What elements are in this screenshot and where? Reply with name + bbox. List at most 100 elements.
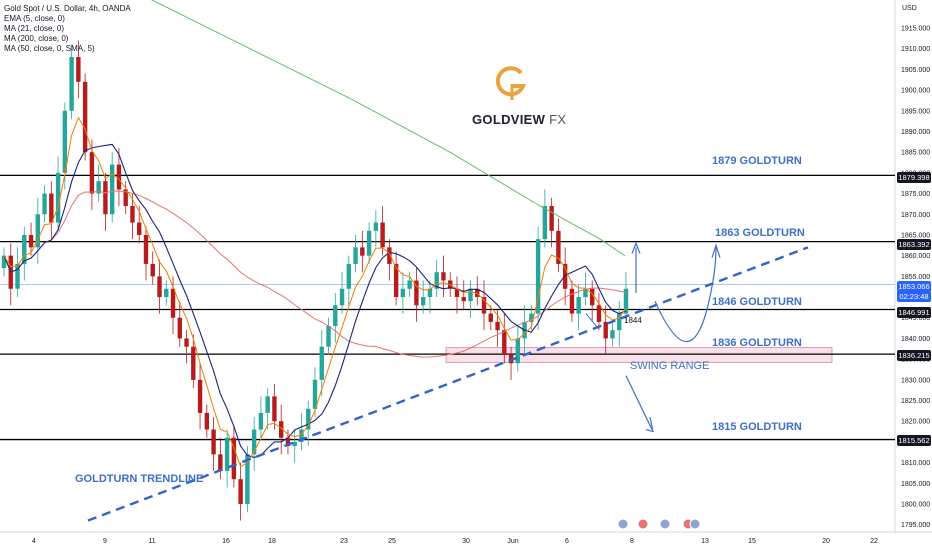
candle-body [15, 263, 20, 289]
calendar-event-icon [637, 518, 649, 530]
candle-body [143, 234, 149, 264]
candle-body [292, 441, 297, 447]
calendar-event-icon [689, 518, 701, 530]
x-tick-label: 22 [870, 538, 878, 545]
candle-body [502, 330, 507, 355]
candle-body [55, 172, 61, 223]
y-tick-label: 1830.000 [901, 377, 930, 384]
candle-body [488, 313, 493, 322]
candle-body [576, 297, 581, 314]
calendar-event-icon [659, 518, 671, 530]
candle-body [109, 164, 115, 215]
ema5-line [3, 116, 627, 468]
price-tag-timer: 02:23:48 [897, 291, 931, 302]
candle-body [617, 313, 622, 331]
candle-body [204, 412, 210, 430]
candle-body [319, 346, 324, 380]
candle-body [197, 379, 203, 413]
x-tick-label: 6 [565, 538, 569, 545]
candle-body [251, 429, 257, 455]
candle-body [569, 288, 575, 314]
x-tick-label: Jun [507, 538, 518, 545]
y-tick-label: 1845.000 [901, 315, 930, 322]
annotation-1815: 1815 GOLDTURN [712, 421, 802, 433]
candle-body [123, 189, 128, 206]
candle-body [434, 272, 439, 289]
chart-legend: Gold Spot / U.S. Dollar, 4h, OANDA EMA (… [4, 4, 131, 54]
goldturn-trendline [87, 246, 809, 522]
candle-body [556, 230, 561, 264]
candle-body [177, 317, 182, 339]
legend-ema5: EMA (5, close, 0) [4, 14, 65, 23]
x-tick-label: 9 [103, 538, 107, 545]
brand-logo: GOLDVIEW FX [472, 112, 566, 127]
swing-projection-arrowhead [711, 243, 721, 258]
candle-body [353, 247, 358, 264]
candle-body [69, 56, 74, 111]
candle-body [164, 288, 169, 298]
candle-body [137, 222, 142, 235]
price-tag-1863: 1863.392 [897, 239, 931, 250]
candle-body [346, 263, 352, 289]
annotation-1836: 1836 GOLDTURN [712, 337, 802, 349]
candle-body [360, 247, 365, 256]
y-tick-label: 1865.000 [901, 232, 930, 239]
y-tick-label: 1820.000 [901, 419, 930, 426]
legend-ma50: MA (50, close, 0, SMA, 5) [4, 44, 95, 53]
candle-body [373, 222, 379, 231]
candle-body [22, 234, 27, 264]
candle-body [116, 164, 122, 190]
candle-body [461, 297, 466, 302]
x-tick-label: 15 [748, 538, 756, 545]
y-tick-label: 1860.000 [901, 253, 930, 260]
candle-body [407, 280, 412, 289]
candle-body [157, 276, 162, 298]
candle-body [245, 454, 250, 504]
candle-body [258, 412, 264, 430]
x-tick-label: 20 [822, 538, 830, 545]
candle-body [312, 379, 318, 409]
candle-body [387, 247, 392, 264]
candle-body [400, 288, 406, 298]
y-tick-label: 1875.000 [901, 191, 930, 198]
candle-body [481, 297, 487, 314]
candle-body [414, 280, 419, 306]
brand-name: GOLDVIEW [472, 112, 546, 127]
candle-body [238, 479, 243, 504]
price-tag-1815: 1815.562 [897, 435, 931, 446]
y-tick-label: 1900.000 [901, 88, 930, 95]
y-tick-label: 1905.000 [901, 67, 930, 74]
x-tick-label: 13 [701, 538, 709, 545]
candle-body [610, 330, 615, 339]
price-tag-1879: 1879.398 [897, 172, 931, 183]
candle-body [42, 193, 47, 215]
candle-body [623, 288, 629, 314]
candle-body [535, 239, 541, 314]
candle-body [130, 205, 135, 223]
candle-body [82, 81, 88, 153]
candle-body [218, 454, 223, 471]
y-tick-label: 1895.000 [901, 108, 930, 115]
y-tick-label: 1840.000 [901, 336, 930, 343]
annotation-swing-range: SWING RANGE [630, 360, 710, 372]
candle-body [278, 421, 284, 438]
candle-body [427, 288, 433, 298]
swing-projection-curve [654, 247, 717, 343]
candle-body [272, 396, 277, 422]
candle-body [103, 181, 108, 215]
goldview-g-logo-icon [495, 66, 526, 100]
y-tick-label: 1825.000 [901, 398, 930, 405]
candle-body [265, 396, 270, 413]
x-tick-label: 16 [222, 538, 230, 545]
y-tick-label: 1805.000 [901, 481, 930, 488]
up-arrow-head [631, 241, 641, 254]
candle-body [96, 181, 101, 194]
candle-body [1, 255, 7, 269]
annotation-1879: 1879 GOLDTURN [712, 155, 802, 167]
candle-body [89, 152, 95, 194]
candle-body [333, 305, 338, 327]
down-arrow-head [645, 416, 654, 433]
candle-body [285, 437, 291, 447]
